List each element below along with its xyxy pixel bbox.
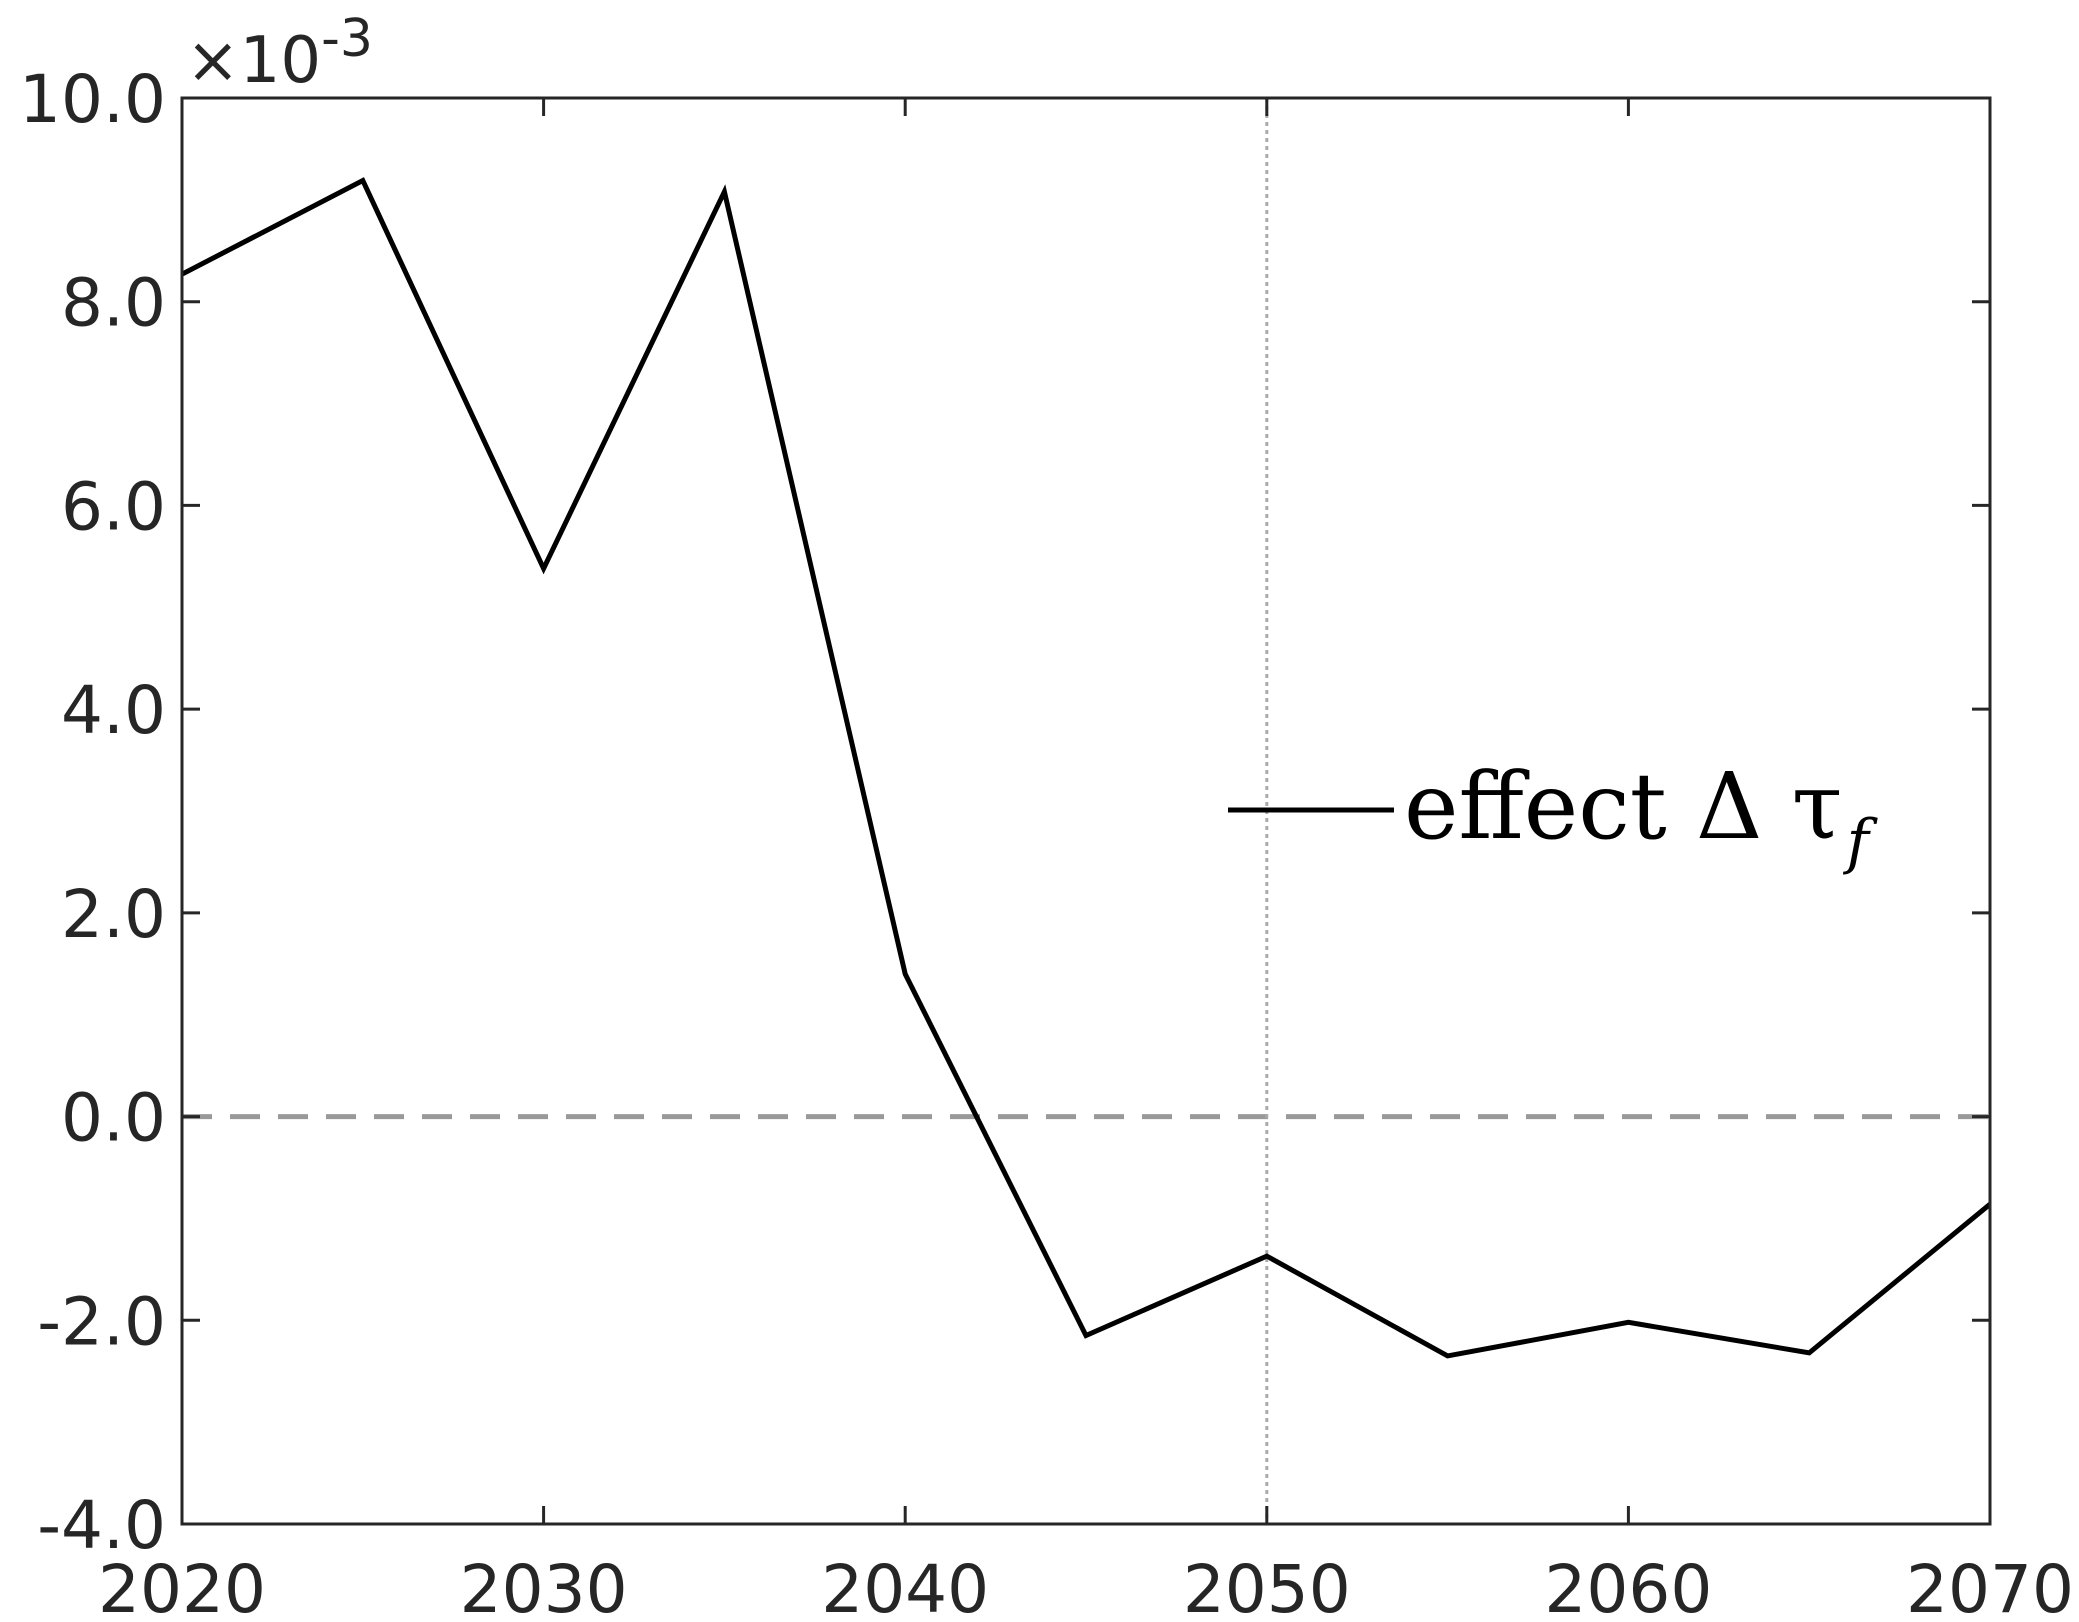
x-tick-label: 2070 (1906, 1551, 2074, 1622)
y-exponent-text: ×10-3 (186, 9, 373, 98)
axes (180, 96, 1992, 1526)
ticks: 2020 2030 2040 2050 2060 2070 -4.0 -2.0 0.0 2.0 4.… (19, 61, 2074, 1622)
legend-label: effect Δ τf (1404, 753, 1879, 877)
y-tick-label: -4.0 (37, 1487, 166, 1564)
legend: effect Δ τf (1228, 753, 1879, 877)
y-tick-label: 10.0 (19, 61, 166, 138)
data-series (180, 177, 1992, 1359)
y-tick-label: 0.0 (61, 1080, 166, 1157)
y-tick-label: -2.0 (37, 1283, 166, 1360)
y-tick-label: 8.0 (61, 265, 166, 342)
y-exponent-label: ×10-3 (186, 9, 373, 98)
y-tick-label: 6.0 (61, 468, 166, 545)
x-tick-label: 2020 (98, 1551, 266, 1622)
x-tick-label: 2030 (460, 1551, 628, 1622)
plot-frame (180, 96, 1992, 1526)
y-tick-label: 2.0 (61, 876, 166, 953)
x-tick-label: 2060 (1544, 1551, 1712, 1622)
y-tick-label: 4.0 (61, 672, 166, 749)
x-tick-label: 2040 (821, 1551, 989, 1622)
series-line-0 (180, 177, 1992, 1359)
x-tick-label: 2050 (1183, 1551, 1351, 1622)
